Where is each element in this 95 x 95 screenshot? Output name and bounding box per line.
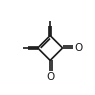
Text: O: O xyxy=(46,72,54,82)
Text: O: O xyxy=(74,43,82,53)
